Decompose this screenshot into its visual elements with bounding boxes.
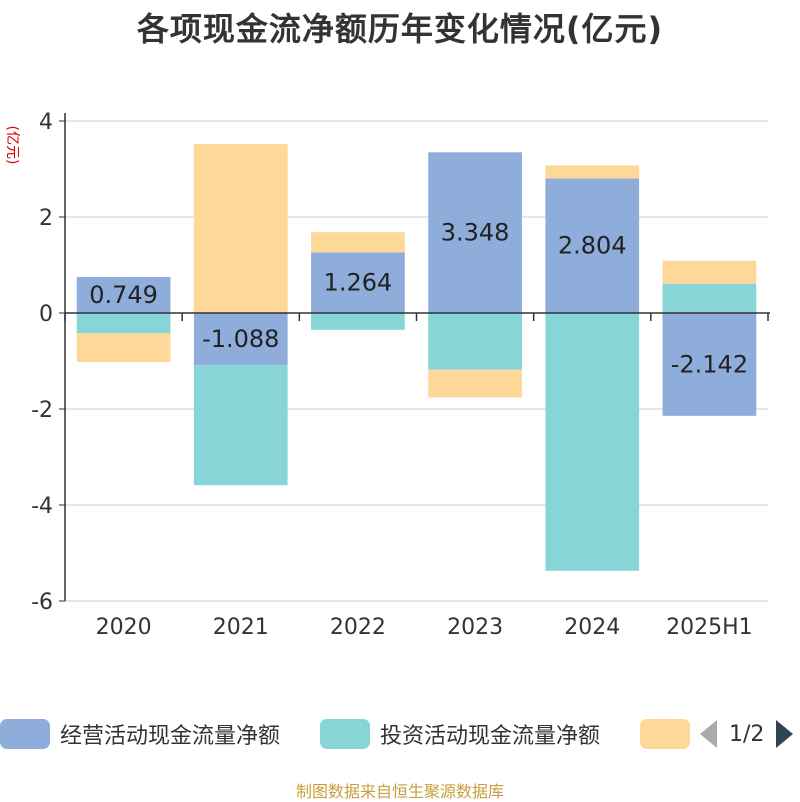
y-tick-label: 4	[39, 110, 53, 135]
legend-item-investing[interactable]: 投资活动现金流量净额	[320, 716, 600, 752]
pager-text: 1/2	[729, 721, 765, 747]
bar-operating-2020[interactable]	[76, 277, 171, 313]
legend-swatch-investing	[320, 719, 370, 749]
chart-title: 各项现金流净额历年变化情况(亿元)	[136, 10, 664, 48]
data-label: -1.088	[202, 325, 279, 353]
bar-operating-2024[interactable]	[545, 178, 640, 313]
bar-third-2022[interactable]	[311, 232, 405, 253]
y-tick-label: 2	[39, 206, 53, 231]
x-tick-label: 2025H1	[666, 615, 753, 640]
axes: 4 2 0 -2 -4 -6 2020 2021 2022 2023 2024 2025H1	[31, 110, 770, 640]
bar-operating-2025H1[interactable]	[662, 313, 757, 416]
legend-item-third[interactable]	[640, 716, 700, 752]
bar-investing-2022[interactable]	[311, 313, 405, 330]
chart-plot: 4 2 0 -2 -4 -6 2020 2021 2022 2023 2024 2025H1 0.74…	[4, 110, 770, 640]
data-label: -2.142	[671, 350, 748, 378]
legend-label-operating: 经营活动现金流量净额	[60, 724, 281, 749]
legend: 经营活动现金流量净额 投资活动现金流量净额 1/2	[0, 716, 800, 756]
bar-third-2023[interactable]	[428, 369, 522, 398]
bar-investing-2021[interactable]	[193, 365, 288, 486]
x-tick-label: 2020	[96, 615, 152, 640]
legend-swatch-third	[640, 719, 690, 749]
bar-third-2024[interactable]	[545, 165, 640, 179]
data-label: 2.804	[558, 232, 627, 260]
x-tick-label: 2024	[564, 615, 620, 640]
data-label: 1.264	[324, 269, 393, 297]
bar-marks	[76, 144, 757, 571]
y-tick-label: -2	[31, 398, 53, 423]
pager-next-icon[interactable]	[776, 720, 794, 748]
bar-third-2025H1[interactable]	[662, 260, 757, 284]
y-tick-label: -4	[31, 494, 53, 519]
bar-operating-2021[interactable]	[193, 313, 288, 366]
bar-operating-2023[interactable]	[428, 152, 522, 313]
bar-investing-2025H1[interactable]	[662, 283, 757, 313]
data-label: 0.749	[89, 281, 158, 309]
bar-investing-2024[interactable]	[545, 313, 640, 571]
bar-third-2021[interactable]	[193, 144, 288, 313]
bar-third-2020[interactable]	[76, 333, 171, 362]
legend-item-operating[interactable]: 经营活动现金流量净额	[0, 716, 280, 752]
bar-operating-2022[interactable]	[311, 252, 405, 313]
y-axis-label: (亿元)	[4, 126, 20, 165]
pager-prev-icon[interactable]	[700, 720, 717, 748]
legend-swatch-operating	[0, 719, 50, 749]
legend-pager: 1/2	[700, 716, 794, 752]
y-tick-label: -6	[31, 590, 53, 615]
bar-investing-2020[interactable]	[76, 313, 171, 334]
legend-label-investing: 投资活动现金流量净额	[380, 724, 601, 749]
grid-lines	[65, 120, 768, 602]
x-tick-label: 2022	[330, 615, 386, 640]
x-tick-label: 2023	[447, 615, 503, 640]
data-label: 3.348	[441, 219, 510, 247]
x-tick-label: 2021	[213, 615, 269, 640]
bar-investing-2023[interactable]	[428, 313, 522, 370]
source-note: 制图数据来自恒生聚源数据库	[295, 782, 504, 801]
y-tick-label: 0	[39, 302, 53, 327]
data-labels: 0.749 -1.088 1.264 3.348 2.804 -2.142	[89, 219, 748, 379]
